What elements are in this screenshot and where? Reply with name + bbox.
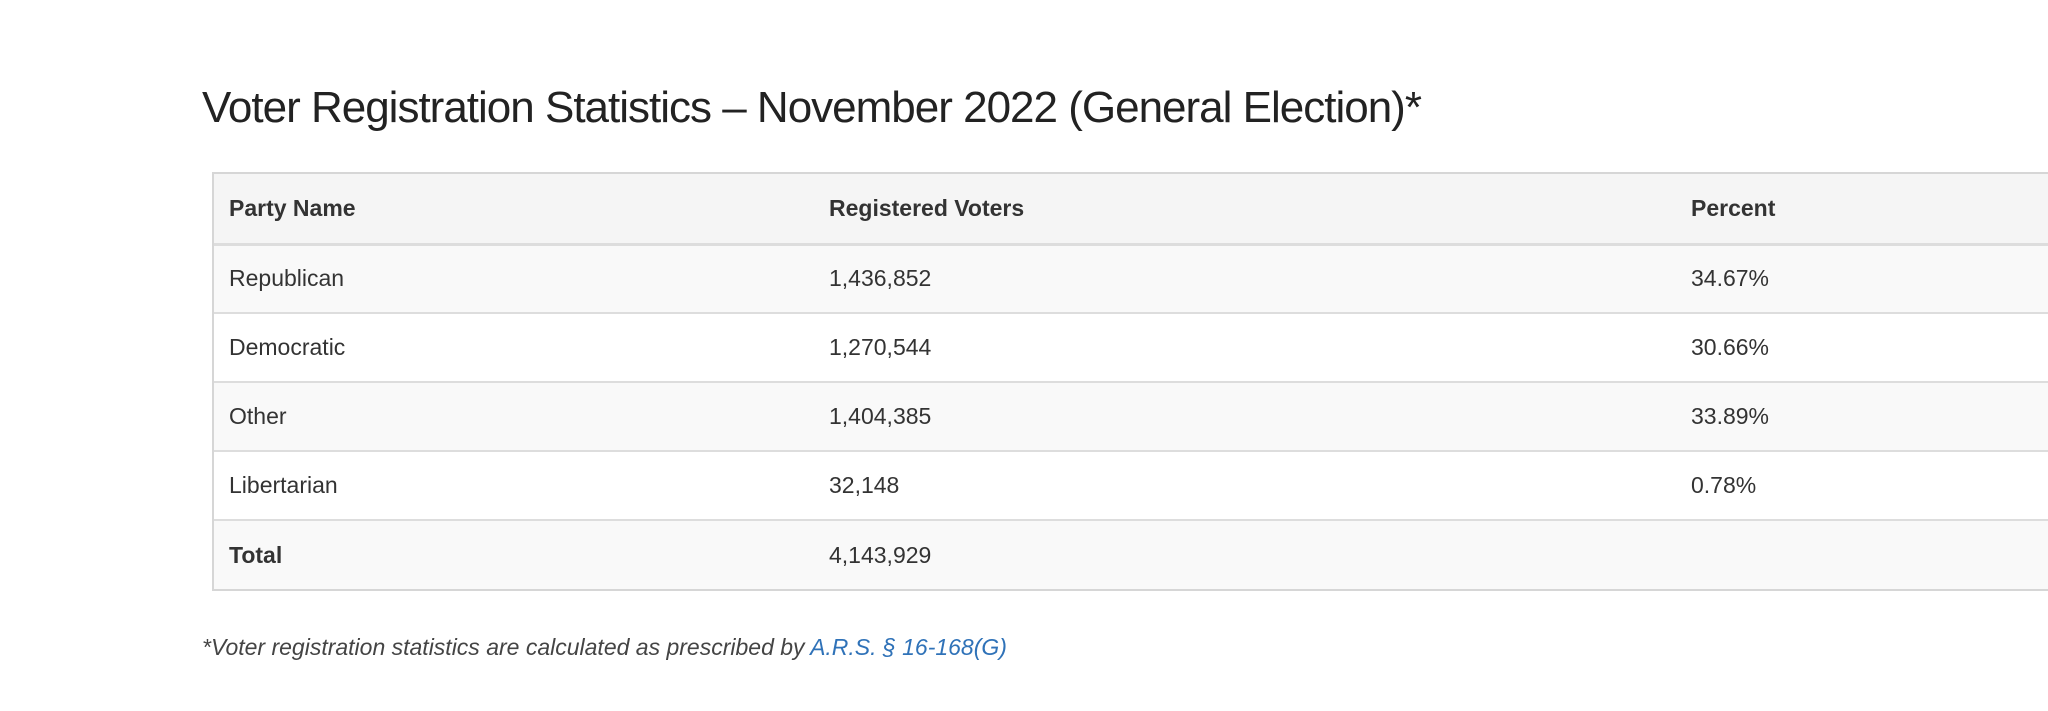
total-percent-cell <box>1676 520 2048 589</box>
total-voters-cell: 4,143,929 <box>829 541 932 568</box>
percent-cell: 0.78% <box>1691 472 1757 498</box>
registered-voters-cell: 1,404,385 <box>829 403 932 429</box>
table-row: Libertarian 32,148 0.78% <box>214 451 2048 520</box>
total-row: Total 4,143,929 <box>214 520 2048 589</box>
registered-voters-cell: 1,270,544 <box>829 334 932 360</box>
percent-cell: 33.89% <box>1691 403 1770 429</box>
column-header-registered-voters: Registered Voters <box>829 194 1025 221</box>
table-header-row: Party Name Registered Voters Percent <box>214 174 2048 244</box>
party-name-cell: Democratic <box>229 334 346 360</box>
column-header-percent: Percent <box>1691 194 1776 221</box>
statute-link[interactable]: A.R.S. § 16-168(G) <box>810 634 1007 660</box>
percent-cell: 34.67% <box>1691 265 1770 292</box>
footnote: *Voter registration statistics are calcu… <box>202 634 1007 661</box>
footnote-text: *Voter registration statistics are calcu… <box>202 634 811 660</box>
registered-voters-cell: 32,148 <box>829 472 900 498</box>
table-row: Other 1,404,385 33.89% <box>214 382 2048 451</box>
party-name-cell: Libertarian <box>229 472 338 498</box>
page-title: Voter Registration Statistics – November… <box>202 83 1422 132</box>
total-label: Total <box>229 541 283 568</box>
table-row: Republican 1,436,852 34.67% <box>214 244 2048 313</box>
voter-stats-table: Party Name Registered Voters Percent Rep… <box>212 172 2048 591</box>
party-name-cell: Republican <box>229 265 345 292</box>
table-row: Democratic 1,270,544 30.66% <box>214 313 2048 382</box>
party-name-cell: Other <box>229 403 287 429</box>
percent-cell: 30.66% <box>1691 334 1770 360</box>
column-header-party: Party Name <box>229 194 356 221</box>
registered-voters-cell: 1,436,852 <box>829 265 932 292</box>
